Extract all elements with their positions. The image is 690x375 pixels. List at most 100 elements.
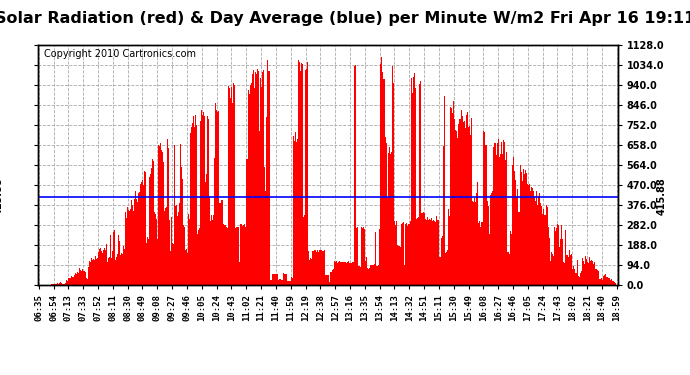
Bar (496, 156, 497, 285)
Bar (436, 216, 437, 285)
Bar (132, 211, 134, 285)
Text: 415.88: 415.88 (0, 178, 4, 215)
Bar (491, 193, 492, 285)
Bar (198, 230, 199, 285)
Bar (485, 145, 486, 285)
Bar (487, 201, 488, 285)
Bar (187, 253, 188, 285)
Bar (370, 269, 371, 285)
Bar (259, 126, 260, 285)
Bar (100, 248, 101, 285)
Bar (464, 121, 465, 285)
Bar (213, 215, 214, 285)
Bar (478, 224, 479, 285)
Bar (476, 193, 477, 285)
Bar (99, 249, 100, 285)
Bar (342, 262, 343, 285)
Bar (93, 260, 94, 285)
Bar (67, 280, 68, 285)
Bar (463, 122, 464, 285)
Bar (411, 78, 412, 285)
Bar (381, 57, 382, 285)
Bar (376, 266, 377, 285)
Bar (232, 103, 233, 285)
Bar (540, 196, 542, 285)
Bar (404, 265, 405, 285)
Bar (437, 217, 438, 285)
Bar (468, 128, 469, 285)
Bar (579, 277, 580, 285)
Bar (358, 266, 359, 285)
Bar (577, 260, 578, 285)
Bar (413, 87, 415, 285)
Bar (180, 144, 181, 285)
Bar (343, 262, 344, 285)
Bar (135, 191, 136, 285)
Bar (139, 199, 141, 285)
Bar (195, 115, 196, 285)
Bar (309, 260, 310, 285)
Bar (138, 194, 139, 285)
Bar (203, 112, 204, 285)
Bar (515, 180, 516, 285)
Bar (193, 116, 194, 285)
Bar (405, 224, 406, 285)
Bar (242, 226, 243, 285)
Bar (273, 274, 275, 285)
Bar (396, 221, 397, 285)
Bar (440, 257, 441, 285)
Bar (608, 278, 609, 285)
Bar (586, 258, 587, 285)
Bar (475, 118, 476, 285)
Bar (243, 223, 244, 285)
Bar (294, 52, 295, 285)
Bar (258, 71, 259, 285)
Bar (393, 70, 394, 285)
Bar (340, 262, 341, 285)
Bar (562, 238, 563, 285)
Bar (434, 221, 435, 285)
Bar (536, 191, 537, 285)
Bar (449, 216, 450, 285)
Bar (217, 112, 218, 285)
Bar (266, 81, 268, 285)
Bar (597, 270, 598, 285)
Bar (150, 157, 151, 285)
Bar (55, 284, 56, 285)
Bar (147, 240, 148, 285)
Bar (615, 284, 616, 285)
Bar (612, 280, 613, 285)
Bar (175, 206, 176, 285)
Bar (368, 268, 370, 285)
Bar (576, 273, 577, 285)
Bar (585, 256, 586, 285)
Bar (469, 126, 470, 285)
Bar (230, 98, 231, 285)
Bar (162, 152, 163, 285)
Bar (317, 252, 319, 285)
Bar (388, 153, 389, 285)
Bar (514, 171, 515, 285)
Bar (54, 284, 55, 285)
Bar (62, 284, 63, 285)
Bar (326, 275, 327, 285)
Bar (353, 262, 354, 285)
Bar (272, 274, 273, 285)
Bar (142, 180, 143, 285)
Bar (383, 63, 384, 285)
Bar (82, 269, 83, 285)
Bar (110, 235, 111, 285)
Bar (611, 279, 612, 285)
Bar (315, 250, 316, 285)
Bar (598, 272, 599, 285)
Bar (561, 224, 562, 285)
Bar (224, 225, 225, 285)
Bar (428, 219, 429, 285)
Bar (316, 252, 317, 285)
Bar (539, 194, 540, 285)
Bar (65, 284, 66, 285)
Bar (279, 279, 281, 285)
Bar (174, 144, 175, 285)
Bar (206, 174, 207, 285)
Bar (385, 136, 386, 285)
